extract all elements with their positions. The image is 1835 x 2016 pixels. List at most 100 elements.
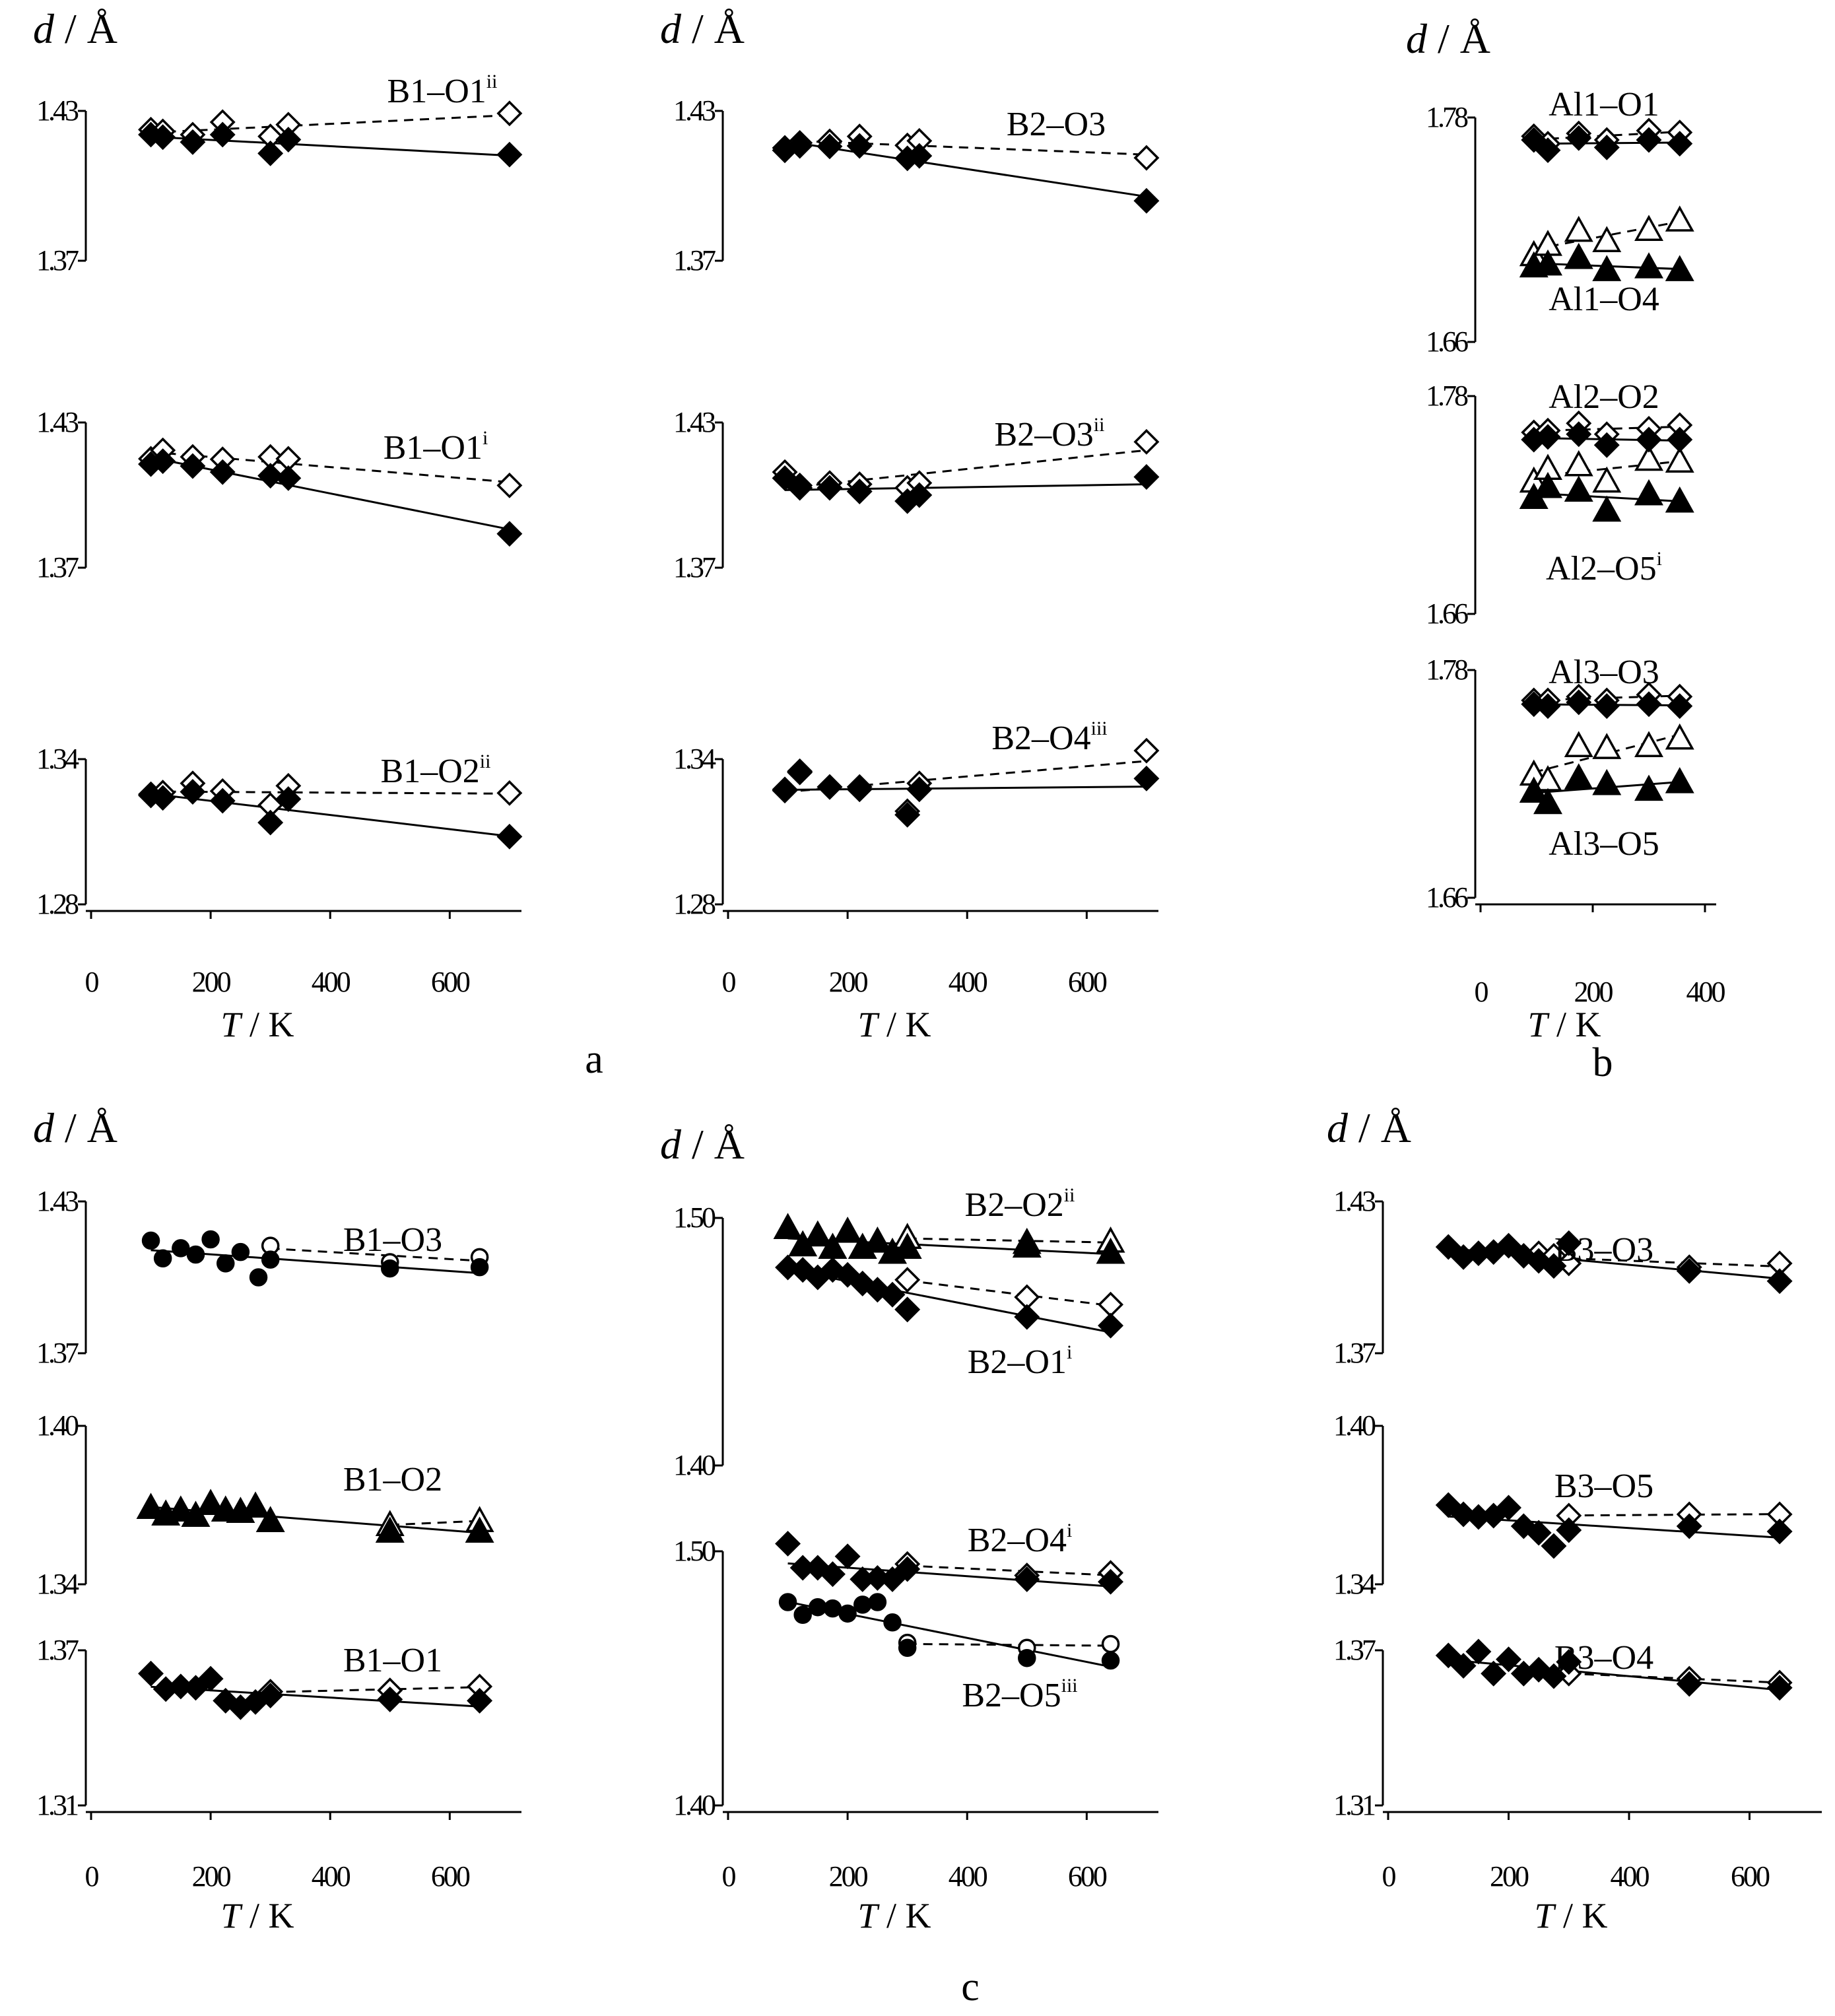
c_col1-subplot-0-b1-o3-filled-point-9 bbox=[381, 1259, 399, 1278]
c_col3-x-title-symbol: T bbox=[1534, 1896, 1556, 1935]
c_col2-y-title-symbol: d bbox=[660, 1121, 682, 1168]
a_col2-x-title-symbol: T bbox=[857, 1005, 880, 1044]
c_col3-subplot-0-b3-o3-filled-point-10 bbox=[1766, 1268, 1793, 1294]
c_col2-subplot-0-b2-o2ii-filled-series bbox=[773, 1213, 1125, 1264]
a_col2-subplot-1-b2-o3ii-filled-trend-line bbox=[785, 483, 1147, 491]
c_col3-subplot-1-b3-o5-filled-series bbox=[1435, 1492, 1793, 1559]
panel-label-a: a bbox=[585, 1037, 603, 1082]
b-subplot-0-al1-o1-filled-point-0 bbox=[1521, 127, 1547, 153]
a_col1-subplot-1-b1-o1i-open-trend-line bbox=[150, 451, 510, 483]
b-subplot-1-al2-o5i-filled-point-4 bbox=[1634, 479, 1663, 506]
b-x-title-symbol: T bbox=[1527, 1005, 1550, 1044]
b-subplot-1-al2-o2-filled-point-1 bbox=[1535, 424, 1561, 450]
c_col2-subplot-0-b2-o1i-open-point-0 bbox=[894, 1267, 921, 1293]
c_col1-subplot-1-b1-o2-open-trend-line bbox=[389, 1520, 480, 1526]
c_col2-subplot-0-b2-o2ii-filled-point-6 bbox=[863, 1226, 892, 1253]
c_col2-subplot-0-label-0-superscript: ii bbox=[1064, 1184, 1075, 1206]
b-x-tick-label-2: 400 bbox=[1686, 976, 1725, 1008]
b-subplot-1-label-1: Al2–O5i bbox=[1546, 548, 1662, 588]
b-subplot-2-al3-o5-open-point-5 bbox=[1665, 723, 1694, 750]
c_col1-subplot-1-label-0-text: B1–O2 bbox=[343, 1461, 442, 1498]
c_col1-subplot-2-b1-o1-filled-point-8 bbox=[257, 1683, 284, 1709]
a_col2-subplot-2-b2-o4iii-filled-trend-line bbox=[785, 786, 1147, 791]
c_col1-subplot-1-b1-o2-filled-point-9 bbox=[375, 1516, 405, 1543]
b-subplot-2-al3-o5-open-series bbox=[1519, 723, 1694, 791]
c_col3-x-tick-label-3: 600 bbox=[1731, 1860, 1770, 1893]
c_col1-subplot-2-b1-o1-filled-point-4 bbox=[197, 1665, 224, 1692]
b-subplot-0-al1-o4-filled-point-4 bbox=[1634, 252, 1663, 279]
c_col2-subplot-1-b2-o5iii-filled-point-0 bbox=[778, 1593, 797, 1611]
c_col2-subplot-1-b2-o4i-filled-point-10 bbox=[1098, 1568, 1124, 1595]
c_col2-subplot-0-b2-o2ii-filled-point-2 bbox=[803, 1220, 832, 1247]
c_col1-subplot-1-label-0: B1–O2 bbox=[343, 1461, 442, 1498]
c_col1-subplot-2-b1-o1-filled-point-0 bbox=[138, 1660, 164, 1687]
c_col1-subplot-2-label-0: B1–O1 bbox=[343, 1642, 442, 1679]
b-subplot-1-label-0: Al2–O2 bbox=[1549, 378, 1659, 416]
a_col1-subplot-1-b1-o1i-filled-point-4 bbox=[257, 463, 284, 489]
c_col2-subplot-0-b2-o1i-filled-point-7 bbox=[879, 1281, 906, 1308]
a_col2-subplot-1-b2-o3ii-filled-point-2 bbox=[817, 475, 843, 501]
b-subplot-0-label-1-text: Al1–O4 bbox=[1549, 281, 1659, 318]
a_col1-subplot-2-b1-o2ii-filled-series bbox=[138, 779, 523, 850]
c_col1-subplot-0-b1-o3-filled-point-0 bbox=[141, 1231, 160, 1250]
b-subplot-2-al3-o5-filled-point-3 bbox=[1592, 768, 1622, 795]
a_col1-subplot-0-label-0-text: B1–O1 bbox=[387, 73, 486, 110]
c_col1-subplot-1-b1-o2-filled-series bbox=[136, 1489, 494, 1543]
c_col1-subplot-0-b1-o3-filled-point-2 bbox=[172, 1239, 190, 1258]
a_col2-subplot-2-y-tick-label-top: 1.34 bbox=[673, 743, 716, 775]
c_col1-x-tick-label-2: 400 bbox=[312, 1860, 350, 1893]
b-subplot-1-y-tick-label-top: 1.78 bbox=[1426, 380, 1468, 412]
b-subplot-1-y-tick-label-bottom: 1.66 bbox=[1426, 597, 1468, 630]
c_col2-x-title-unit: / K bbox=[878, 1896, 931, 1935]
c_col1-subplot-1-b1-o2-filled-point-4 bbox=[196, 1489, 226, 1515]
a_col1-subplot-0-b1-o1ii-open-point-6 bbox=[496, 100, 523, 127]
b-x-tick-label-1: 200 bbox=[1574, 976, 1613, 1008]
a_col2-subplot-2-b2-o4iii-filled-point-5 bbox=[906, 776, 933, 803]
b-subplot-1-al2-o5i-open-point-5 bbox=[1665, 446, 1694, 473]
b-subplot-1-al2-o5i-filled-point-5 bbox=[1665, 486, 1694, 513]
c_col3-x-tick-label-1: 200 bbox=[1490, 1860, 1529, 1893]
a_col2-subplot-2-label-0-superscript: iii bbox=[1091, 718, 1108, 739]
b-subplot-0-al1-o1-open-trend-line bbox=[1533, 131, 1680, 141]
a_col1-y-title: d / Å bbox=[33, 5, 117, 52]
b-subplot-0-al1-o4-open-trend-line bbox=[1533, 220, 1681, 251]
a_col1-subplot-1-b1-o1i-filled-point-1 bbox=[150, 448, 176, 475]
a_col1-subplot-1-y-tick-label-bottom: 1.37 bbox=[36, 551, 79, 584]
a_col1-subplot-2-b1-o2ii-filled-point-3 bbox=[209, 788, 236, 814]
c_col2-subplot-1-b2-o4i-filled-point-8 bbox=[894, 1556, 921, 1582]
c_col1-subplot-2-b1-o1-filled-point-10 bbox=[467, 1687, 493, 1714]
c_col2-subplot-1-label-1-superscript: iii bbox=[1061, 1675, 1078, 1697]
c_col1-y-title-symbol: d bbox=[33, 1104, 55, 1151]
c_col1-subplot-2-b1-o1-open-series bbox=[257, 1673, 493, 1705]
c_col3-subplot-0-b3-o3-filled-point-9 bbox=[1676, 1258, 1702, 1284]
b-subplot-0-al1-o4-open-point-3 bbox=[1592, 226, 1622, 252]
a_col2-subplot-1-b2-o3ii-filled-point-5 bbox=[906, 482, 933, 508]
a_col2-subplot-0-b2-o3-open-point-6 bbox=[1133, 145, 1160, 171]
c_col2-subplot-1-b2-o5iii-filled-point-4 bbox=[838, 1604, 857, 1623]
c_col3-subplot-1-b3-o5-filled-point-6 bbox=[1525, 1520, 1552, 1546]
a_col1-subplot-2-y-tick-label-top: 1.34 bbox=[36, 743, 79, 775]
c_col1-subplot-1-b1-o2-filled-point-8 bbox=[255, 1506, 285, 1532]
c_col2-subplot-1-b2-o5iii-filled-point-6 bbox=[868, 1593, 887, 1611]
b-subplot-2-al3-o3-filled-point-5 bbox=[1667, 693, 1693, 720]
a_col2-subplot-1-b2-o3ii-filled-point-0 bbox=[772, 465, 798, 491]
c_col1-subplot-0-b1-o3-filled-point-10 bbox=[470, 1258, 489, 1277]
a_col1-subplot-0-b1-o1ii-filled-point-3 bbox=[209, 121, 236, 148]
b-subplot-0-al1-o1-filled-point-3 bbox=[1593, 134, 1620, 160]
b-subplot-0-al1-o4-open-point-5 bbox=[1665, 205, 1694, 232]
c_col2-subplot-1-label-0-superscript: i bbox=[1067, 1520, 1072, 1541]
a_col1-subplot-0-b1-o1ii-filled-point-2 bbox=[180, 129, 206, 155]
c_col1-subplot-2-y-tick-label-top: 1.37 bbox=[36, 1634, 79, 1666]
c_col1-subplot-2-b1-o1-open-trend-line bbox=[270, 1686, 480, 1693]
c_col2-subplot-1-label-0-text: B2–O4 bbox=[968, 1522, 1067, 1559]
b-subplot-2-al3-o3-filled-point-1 bbox=[1535, 693, 1561, 720]
c_col3-subplot-1-b3-o5-open-trend-line bbox=[1568, 1513, 1780, 1517]
b-subplot-0-y-tick-label-bottom: 1.66 bbox=[1426, 325, 1468, 358]
a_col2-x-tick-label-1: 200 bbox=[829, 966, 868, 998]
b-subplot-2-al3-o5-filled-point-2 bbox=[1564, 763, 1593, 790]
c_col2-subplot-0-b2-o2ii-filled-point-9 bbox=[1012, 1231, 1042, 1258]
b-subplot-0-al1-o4-open-point-2 bbox=[1564, 215, 1593, 242]
b-subplot-0-label-0: Al1–O1 bbox=[1549, 86, 1659, 123]
a_col2-subplot-0-b2-o3-open-trend-line bbox=[784, 139, 1147, 156]
c_col2-subplot-1-b2-o5iii-open-point-2 bbox=[1101, 1634, 1120, 1654]
